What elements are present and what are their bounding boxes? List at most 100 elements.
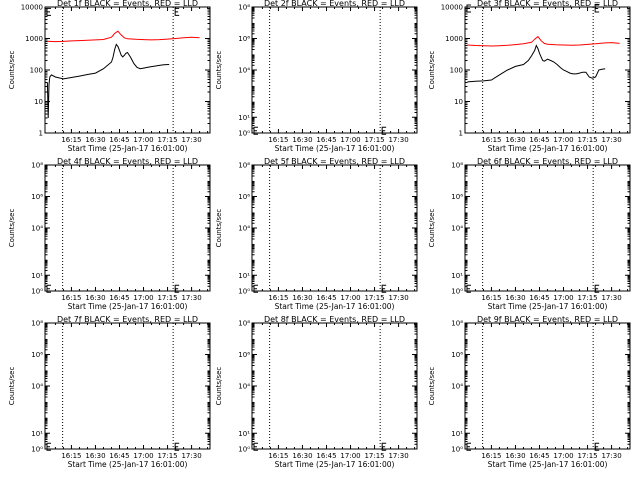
y-axis-label: Counts/sec	[8, 367, 16, 406]
y-tick-label: 10¹	[238, 272, 250, 280]
plot-frame	[251, 164, 418, 292]
detector-panel-4: Det 4f BLACK = Events, RED = LLD Counts/s…	[8, 157, 211, 311]
x-tick-label: 17:15	[577, 452, 597, 460]
right-range-marker	[174, 284, 180, 293]
y-tick-label: 10⁸	[238, 320, 250, 328]
y-tick-label: 10⁶	[238, 193, 250, 201]
x-tick-label: 16:45	[316, 294, 336, 302]
left-range-marker	[46, 442, 51, 451]
y-axis-label: Counts/sec	[215, 51, 223, 90]
x-tick-label: 17:15	[157, 294, 177, 302]
y-axis-label: Counts/sec	[428, 51, 436, 90]
y-tick-label: 10⁸	[451, 320, 463, 328]
events-series-line	[467, 44, 606, 83]
lld-series-line	[467, 35, 620, 47]
x-axis-label: Start Time (25-Jan-17 16:01:00)	[488, 302, 608, 311]
detector-panel-3: Det 3f BLACK = Events, RED = LLD Counts/s…	[428, 0, 631, 153]
panel-title: Det 5f BLACK = Events, RED = LLD	[264, 157, 405, 166]
x-axis-label: Start Time (25-Jan-17 16:01:00)	[488, 460, 608, 469]
right-range-marker	[381, 126, 387, 135]
x-tick-label: 16:45	[529, 136, 549, 144]
x-tick-label: 17:15	[157, 136, 177, 144]
y-tick-label: 10⁶	[451, 351, 463, 359]
y-tick-label: 10⁴	[238, 383, 250, 391]
right-range-marker	[594, 442, 600, 451]
y-tick-label: 10⁶	[31, 351, 43, 359]
panel-title: Det 2f BLACK = Events, RED = LLD	[264, 0, 405, 8]
x-tick-label: 16:30	[505, 136, 525, 144]
panel-title: Det 9f BLACK = Events, RED = LLD	[477, 315, 618, 324]
detector-panel-1: Det 1f BLACK = Events, RED = LLD Counts/s…	[8, 0, 211, 153]
x-tick-label: 17:15	[364, 452, 384, 460]
y-axis-label: Counts/sec	[428, 209, 436, 248]
y-axis-label: Counts/sec	[8, 51, 16, 90]
y-tick-label: 10⁸	[238, 4, 250, 12]
x-tick-label: 17:00	[133, 136, 153, 144]
plot-frame	[44, 322, 211, 450]
plot-frame	[464, 6, 631, 134]
y-tick-label: 10¹	[451, 430, 463, 438]
x-tick-label: 17:30	[388, 294, 408, 302]
right-range-marker	[174, 442, 180, 451]
detector-panel-8: Det 8f BLACK = Events, RED = LLD Counts/s…	[215, 315, 418, 469]
y-tick-label: 10	[454, 98, 463, 106]
y-tick-label: 1000	[25, 35, 43, 43]
x-tick-label: 16:45	[529, 294, 549, 302]
left-range-marker	[466, 442, 471, 451]
x-tick-label: 16:45	[316, 136, 336, 144]
y-tick-label: 10⁰	[31, 446, 43, 454]
x-tick-label: 16:15	[61, 136, 81, 144]
plot-frame	[464, 164, 631, 292]
left-range-marker	[253, 442, 258, 451]
events-series-line	[46, 43, 170, 119]
x-tick-label: 17:30	[601, 136, 621, 144]
panel-title: Det 3f BLACK = Events, RED = LLD	[477, 0, 618, 8]
x-tick-label: 16:30	[85, 136, 105, 144]
detector-panel-6: Det 6f BLACK = Events, RED = LLD Counts/s…	[428, 157, 631, 311]
x-tick-label: 17:15	[364, 136, 384, 144]
x-tick-label: 16:15	[268, 452, 288, 460]
x-tick-label: 16:30	[292, 294, 312, 302]
x-tick-label: 17:15	[577, 136, 597, 144]
x-tick-label: 16:15	[268, 136, 288, 144]
plot-frame	[44, 6, 211, 134]
y-tick-label: 1	[459, 130, 463, 138]
x-tick-label: 17:30	[388, 136, 408, 144]
x-tick-label: 16:45	[109, 452, 129, 460]
y-tick-label: 10¹	[31, 430, 43, 438]
y-tick-label: 10¹	[451, 272, 463, 280]
x-tick-label: 16:15	[268, 294, 288, 302]
x-tick-label: 17:30	[181, 136, 201, 144]
right-range-marker	[381, 284, 387, 293]
x-tick-label: 17:00	[340, 452, 360, 460]
x-tick-label: 17:30	[388, 452, 408, 460]
y-tick-label: 10⁸	[451, 162, 463, 170]
plot-frame	[44, 164, 211, 292]
y-tick-label: 10000	[441, 4, 463, 12]
plot-frame	[251, 322, 418, 450]
x-tick-label: 17:15	[364, 294, 384, 302]
y-axis-label: Counts/sec	[428, 367, 436, 406]
x-tick-label: 17:15	[577, 294, 597, 302]
panel-title: Det 7f BLACK = Events, RED = LLD	[57, 315, 198, 324]
x-tick-label: 17:30	[181, 452, 201, 460]
y-tick-label: 10	[34, 98, 43, 106]
x-tick-label: 16:30	[85, 294, 105, 302]
right-range-marker	[381, 442, 387, 451]
detector-panel-5: Det 5f BLACK = Events, RED = LLD Counts/s…	[215, 157, 418, 311]
y-axis-label: Counts/sec	[215, 367, 223, 406]
left-range-marker	[46, 7, 51, 16]
x-tick-label: 17:00	[133, 294, 153, 302]
y-axis-label: Counts/sec	[215, 209, 223, 248]
x-tick-label: 17:00	[553, 136, 573, 144]
panel-title: Det 6f BLACK = Events, RED = LLD	[477, 157, 618, 166]
x-tick-label: 17:00	[553, 294, 573, 302]
x-tick-label: 16:15	[481, 136, 501, 144]
y-tick-label: 100	[450, 67, 463, 75]
x-tick-label: 16:30	[292, 136, 312, 144]
y-tick-label: 10⁰	[238, 130, 250, 138]
x-tick-label: 16:45	[109, 294, 129, 302]
y-tick-label: 10⁰	[238, 288, 250, 296]
y-tick-label: 1	[39, 130, 43, 138]
